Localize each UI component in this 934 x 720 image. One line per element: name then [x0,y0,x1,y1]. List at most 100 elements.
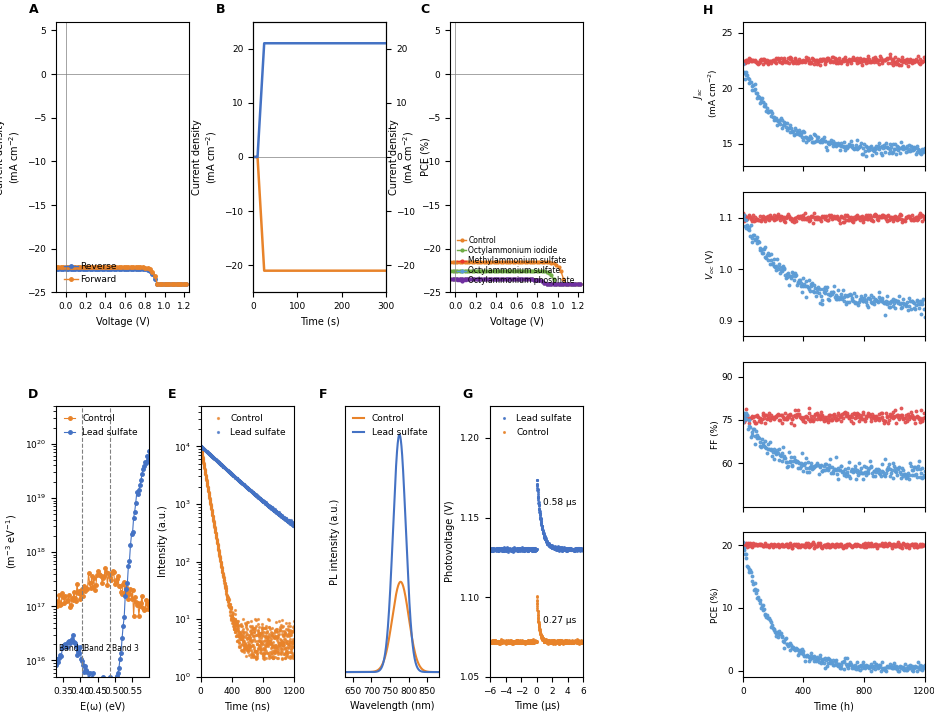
Forward [50,263,62,271]
Lead sulfate [526,546,537,554]
Forward [168,279,179,288]
Reverse [151,279,163,288]
Methylammonium sulfate [541,279,552,288]
Line: Lead sulfate: Lead sulfate [346,435,439,672]
Forward [151,279,163,288]
X-axis label: Wavelength (nm): Wavelength (nm) [349,701,434,711]
Control [100,563,111,572]
X-axis label: Voltage (V): Voltage (V) [95,317,149,327]
Lead sulfate [252,492,263,501]
Text: Band 2: Band 2 [84,644,110,653]
Y-axis label: $V_{oc}$ (V): $V_{oc}$ (V) [705,248,717,279]
Line: Forward: Forward [54,265,188,285]
Text: E: E [168,388,177,401]
Lead sulfate [117,634,128,642]
Line: Lead sulfate: Lead sulfate [489,479,584,553]
Control [573,279,584,288]
Control [475,258,487,266]
X-axis label: Time (h): Time (h) [814,701,855,711]
Lead sulfate [408,647,419,655]
Lead sulfate [289,522,300,531]
X-axis label: Time (s): Time (s) [300,317,340,327]
Octylammonium sulfate [574,279,586,288]
Lead sulfate [131,488,142,497]
Control [50,598,62,607]
Text: Band 3: Band 3 [112,644,139,653]
Octylammonium iodide [574,279,586,288]
Control [289,636,300,644]
Legend: Control, Lead sulfate: Control, Lead sulfate [208,410,290,441]
Forward [82,263,93,271]
Control [395,577,406,586]
Control [195,442,206,451]
Line: Octylammonium iodide: Octylammonium iodide [448,269,582,285]
Octylammonium iodide [469,266,480,275]
Line: Control: Control [448,261,582,285]
Control [133,598,144,607]
Lead sulfate [433,667,445,676]
Control [558,638,569,647]
Control [128,612,139,621]
Lead sulfate [399,490,410,498]
X-axis label: Voltage (V): Voltage (V) [489,317,544,327]
Y-axis label: FF (%): FF (%) [711,420,720,449]
Octylammonium phosphate [475,275,487,284]
Control [500,640,511,649]
Control [276,638,287,647]
Octylammonium iodide [493,266,504,275]
Control [370,667,381,675]
Lead sulfate [50,661,62,670]
Reverse [75,264,86,273]
Text: D: D [28,388,38,401]
Text: 0.27 μs: 0.27 μs [543,616,576,625]
Octylammonium phosphate [573,279,584,288]
Octylammonium iodide [562,279,573,288]
Octylammonium sulfate [573,279,584,288]
Control [78,582,90,590]
Octylammonium sulfate [475,275,487,284]
Lead sulfate [255,494,266,503]
Y-axis label: Intensity (a.u.): Intensity (a.u.) [158,505,168,577]
Lead sulfate [376,662,388,670]
Lead sulfate [195,442,206,451]
Reverse [99,264,110,273]
Lead sulfate [548,543,559,552]
Control [340,667,351,676]
Y-axis label: Current density
(mA cm$^{-2}$): Current density (mA cm$^{-2}$) [389,119,416,195]
Lead sulfate [522,544,533,552]
Y-axis label: PCE (%): PCE (%) [420,138,431,176]
Control [130,598,141,606]
Reverse [64,264,76,273]
Line: Control: Control [200,446,295,660]
Text: A: A [29,4,39,17]
Text: 0.58 μs: 0.58 μs [543,498,576,507]
Control [531,591,543,600]
Methylammonium sulfate [562,279,573,288]
Text: B: B [216,4,225,17]
Line: Lead sulfate: Lead sulfate [54,449,151,690]
Legend: Control, Lead sulfate: Control, Lead sulfate [350,410,431,441]
Control [493,258,504,266]
Methylammonium sulfate [475,275,487,284]
X-axis label: Time (μs): Time (μs) [514,701,559,711]
X-axis label: Time (ns): Time (ns) [224,701,270,711]
Octylammonium phosphate [574,279,586,288]
Octylammonium phosphate [493,275,504,284]
Reverse [82,264,93,273]
Y-axis label: Photovoltage (V): Photovoltage (V) [445,500,455,582]
Control [559,639,571,647]
Methylammonium sulfate [574,279,586,288]
Lead sulfate [201,447,212,456]
Octylammonium phosphate [562,279,573,288]
Octylammonium iodide [475,266,487,275]
Lead sulfate [340,667,351,676]
Control [494,638,505,647]
Control [255,642,266,651]
Text: Band 1: Band 1 [59,644,86,653]
Octylammonium phosphate [445,275,456,284]
Lead sulfate [559,544,571,552]
Control [376,660,388,669]
Lead sulfate [407,643,418,652]
Legend: Control, Octylammonium iodide, Methylammonium sulfate, Octylammonium sulfate, Oc: Control, Octylammonium iodide, Methylamm… [454,233,578,289]
Line: Octylammonium sulfate: Octylammonium sulfate [448,278,582,285]
